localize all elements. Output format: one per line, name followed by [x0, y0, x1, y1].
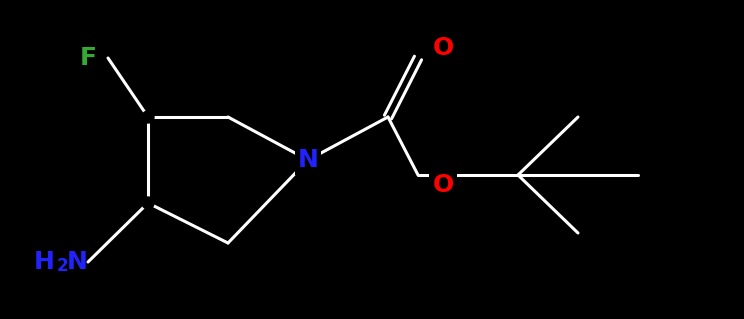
Text: O: O: [432, 173, 454, 197]
Text: F: F: [80, 46, 97, 70]
Text: 2: 2: [57, 257, 68, 275]
Text: O: O: [432, 36, 454, 60]
Circle shape: [142, 111, 154, 123]
Circle shape: [142, 197, 154, 209]
Text: N: N: [298, 148, 318, 172]
Text: H: H: [34, 250, 55, 274]
Text: N: N: [67, 250, 88, 274]
